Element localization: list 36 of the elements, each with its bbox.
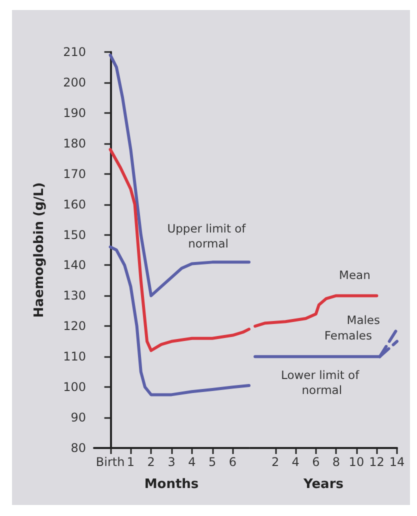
series-label: Females [324, 328, 372, 342]
y-tick-label: 160 [63, 197, 86, 212]
y-tick-label: 190 [63, 106, 86, 120]
y-tick-label: 210 [63, 45, 86, 59]
x-tick-label: 1 [126, 455, 135, 469]
series-label: Upper limit of normal [167, 222, 250, 251]
y-tick-label: 100 [63, 380, 86, 394]
y-tick-label: 180 [63, 136, 86, 150]
x-tick-label: 4 [292, 455, 300, 469]
y-tick-label: 170 [63, 166, 86, 181]
series-label: Males [346, 313, 380, 328]
x-tick-label: 3 [168, 455, 176, 469]
y-tick-label: 90 [70, 410, 86, 425]
x-tick-label: Birth [96, 455, 125, 469]
series-label: Lower limit of normal [280, 368, 363, 398]
y-tick-label: 110 [63, 350, 86, 364]
x-tick-label: 2 [147, 455, 155, 469]
y-axis-title: Haemoglobin (g/L) [32, 182, 47, 318]
x-tick-label: 6 [228, 455, 237, 469]
x-tick-label: 2 [272, 455, 280, 469]
x-tick-label: 4 [188, 455, 196, 469]
y-tick-label: 120 [63, 319, 86, 334]
x-tick-label: 10 [348, 455, 364, 469]
x-tick-label: 5 [208, 455, 216, 469]
x-tick-label: 12 [369, 455, 384, 469]
x-tick-label: 6 [312, 455, 320, 469]
x-tick-label: 8 [332, 455, 340, 469]
x-tick-label: 14 [389, 455, 405, 469]
y-tick-label: 150 [63, 228, 86, 242]
x-axis-title: Years [302, 477, 344, 492]
y-tick-label: 130 [63, 288, 86, 303]
y-tick-label: 80 [70, 441, 86, 455]
y-tick-label: 200 [63, 75, 86, 90]
x-axis-title: Months [144, 477, 199, 492]
series-label: Mean [339, 268, 370, 282]
y-tick-label: 140 [63, 258, 86, 272]
